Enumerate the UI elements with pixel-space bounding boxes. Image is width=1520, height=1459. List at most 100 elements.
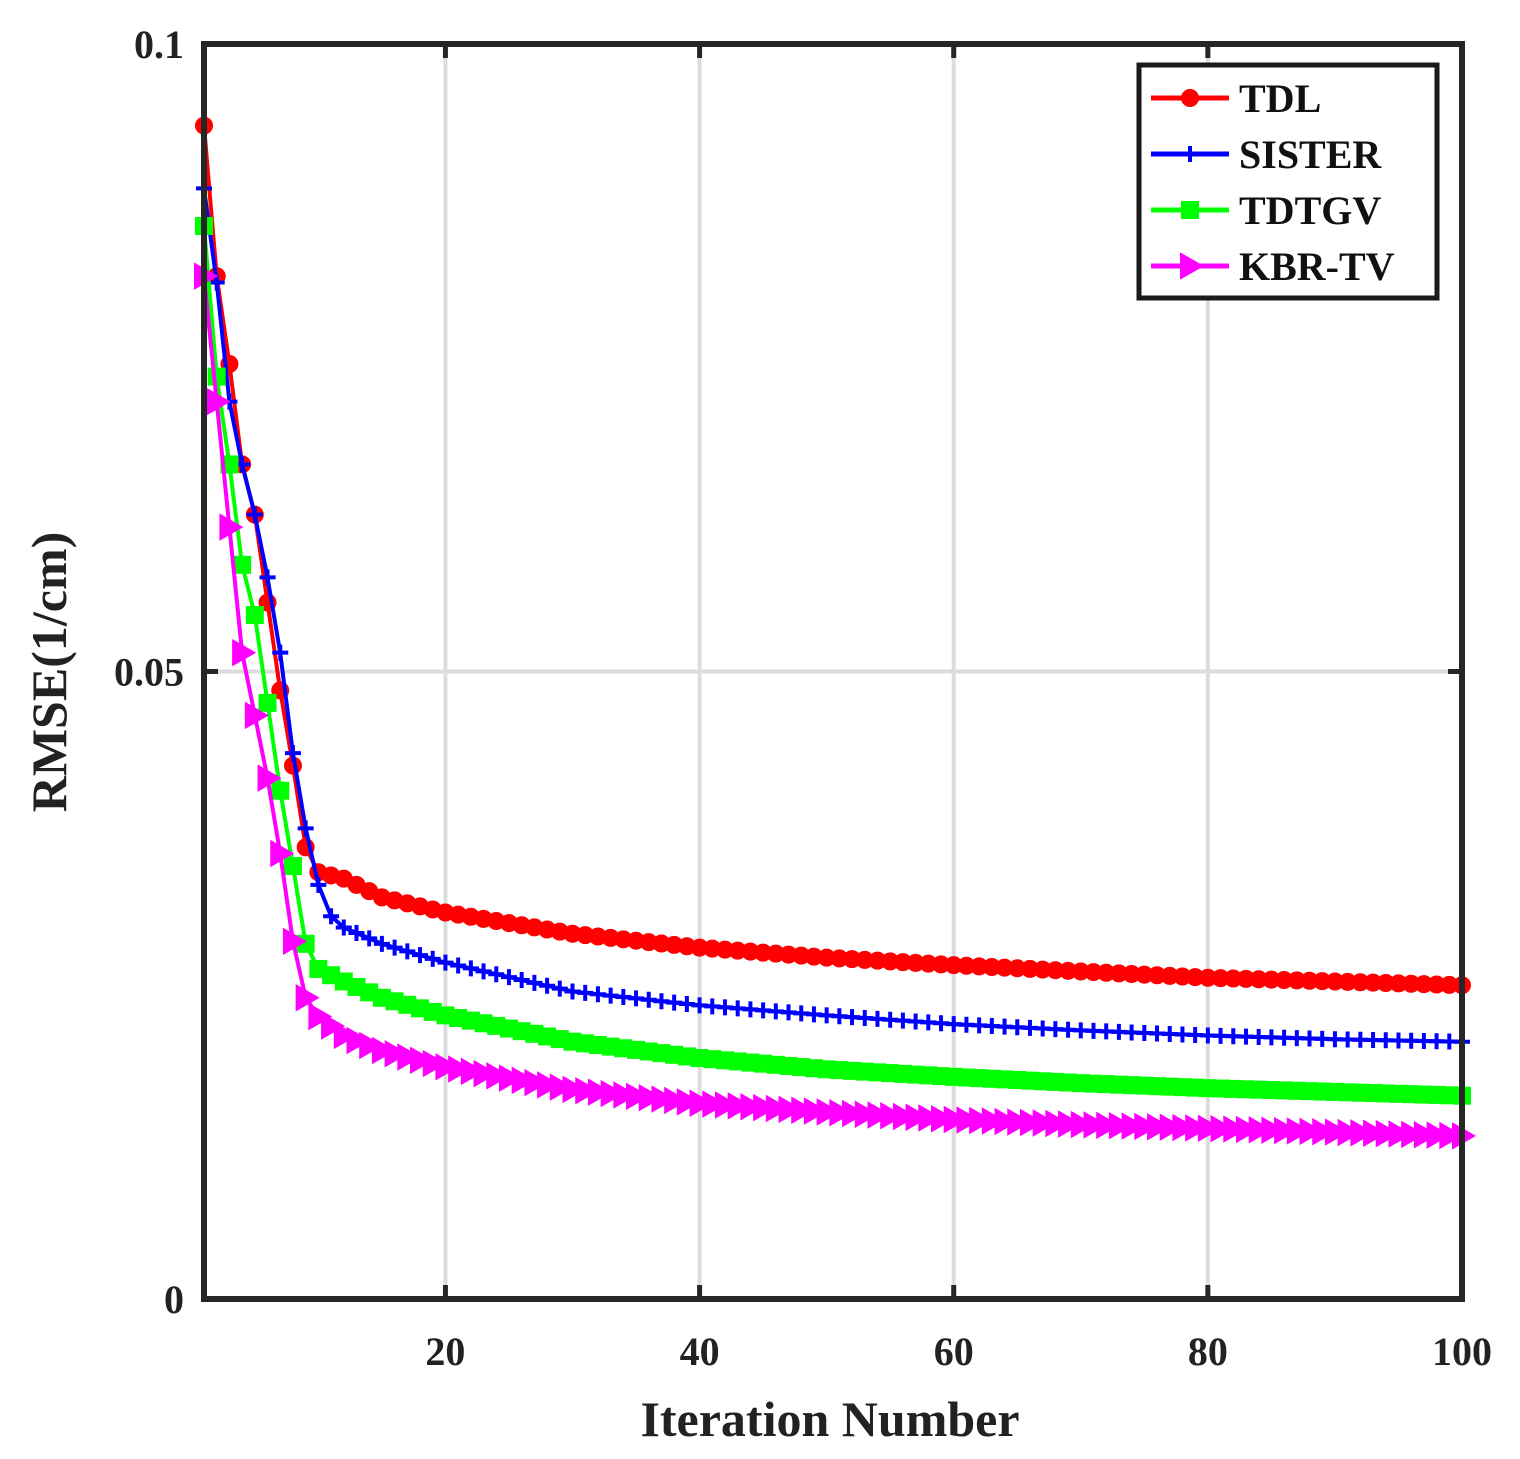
legend-label: TDL [1239, 76, 1321, 121]
data-point [727, 1092, 752, 1120]
data-point [1324, 1118, 1349, 1146]
legend-label: TDTGV [1239, 188, 1381, 233]
data-point [498, 1064, 523, 1092]
data-point [537, 1071, 562, 1099]
data-point [1083, 1111, 1108, 1139]
data-point [1096, 1111, 1121, 1140]
data-point [1134, 1112, 1159, 1141]
data-point [1185, 1114, 1210, 1142]
data-point [753, 1093, 778, 1122]
data-point [575, 1077, 600, 1105]
data-point [335, 919, 352, 936]
data-point [399, 943, 416, 960]
data-point [1413, 1120, 1438, 1149]
data-point [1274, 1116, 1299, 1145]
data-point [1019, 1108, 1044, 1137]
data-point [245, 606, 264, 625]
data-point [994, 1107, 1019, 1136]
x-tick-label: 80 [1188, 1329, 1228, 1374]
data-point [600, 1079, 625, 1108]
data-point [1261, 1116, 1286, 1144]
data-point [1172, 1113, 1197, 1142]
data-point [1426, 1121, 1451, 1149]
y-tick-label: 0.05 [114, 650, 184, 695]
data-point [664, 1086, 689, 1115]
data-point [1007, 1108, 1032, 1136]
data-point [816, 1098, 841, 1126]
data-point [475, 963, 492, 980]
data-point [892, 1102, 917, 1131]
legend: TDL SISTER TDTGV KBR-TV [1136, 62, 1440, 301]
data-point [765, 1094, 790, 1123]
data-point [1363, 1119, 1388, 1147]
data-point [1439, 1121, 1464, 1150]
data-point [526, 974, 543, 991]
legend-item-tdtgv: TDTGV [1151, 188, 1381, 233]
y-tick-label: 0 [164, 1277, 184, 1322]
data-point [587, 1078, 612, 1106]
series-group [194, 116, 1477, 1150]
data-point [931, 1105, 956, 1133]
data-point [842, 1099, 867, 1128]
x-tick-label: 100 [1432, 1329, 1492, 1374]
data-point [1248, 1116, 1273, 1144]
data-point [284, 745, 301, 762]
data-point [1375, 1119, 1400, 1148]
data-point [323, 908, 340, 925]
data-point [1401, 1120, 1426, 1149]
data-point [295, 984, 320, 1012]
data-point [410, 1046, 435, 1075]
data-point [803, 1097, 828, 1125]
data-point [1058, 1110, 1083, 1138]
data-point [524, 1068, 549, 1097]
data-point [562, 1075, 587, 1104]
series-kbr-tv [194, 262, 1477, 1150]
x-tick-label: 20 [425, 1329, 465, 1374]
data-point [1312, 1117, 1337, 1146]
data-point [450, 957, 467, 974]
series-tdl [195, 116, 1471, 995]
y-tick-label: 0.1 [134, 22, 184, 67]
data-point [486, 1062, 511, 1090]
data-point [361, 930, 378, 947]
data-point [513, 971, 530, 988]
data-point [626, 1082, 651, 1111]
data-point [270, 839, 295, 868]
data-point [359, 1031, 384, 1060]
data-point [1223, 1115, 1248, 1143]
legend-label: KBR-TV [1239, 244, 1395, 289]
data-point [297, 820, 314, 837]
data-point [638, 1083, 663, 1112]
data-point [272, 644, 289, 661]
data-point [244, 701, 269, 730]
data-point [676, 1088, 701, 1116]
y-axis-title: RMSE(1/cm) [21, 532, 77, 813]
data-point [1337, 1118, 1362, 1147]
data-point [1350, 1119, 1375, 1147]
data-point [1210, 1114, 1235, 1143]
data-point [854, 1100, 879, 1128]
data-point [651, 1085, 676, 1113]
data-point [1197, 1114, 1222, 1143]
data-point [1108, 1111, 1133, 1140]
data-point [424, 950, 441, 967]
data-point [1147, 1113, 1172, 1141]
data-point [460, 1057, 485, 1086]
data-point [1070, 1110, 1095, 1139]
data-point [981, 1107, 1006, 1135]
data-point [791, 1096, 816, 1124]
x-tick-label: 60 [934, 1329, 974, 1374]
data-point [943, 1105, 968, 1134]
data-point [1299, 1117, 1324, 1146]
data-point [259, 569, 276, 586]
legend-swatch-marker [1181, 89, 1199, 107]
legend-swatch-marker [1182, 146, 1198, 162]
data-point [956, 1106, 981, 1134]
data-point [1032, 1109, 1057, 1137]
data-point [333, 1021, 358, 1050]
data-point [258, 693, 277, 712]
data-point [1286, 1117, 1311, 1145]
data-point [373, 935, 390, 952]
legend-label: SISTER [1239, 132, 1382, 177]
data-point [1159, 1113, 1184, 1141]
